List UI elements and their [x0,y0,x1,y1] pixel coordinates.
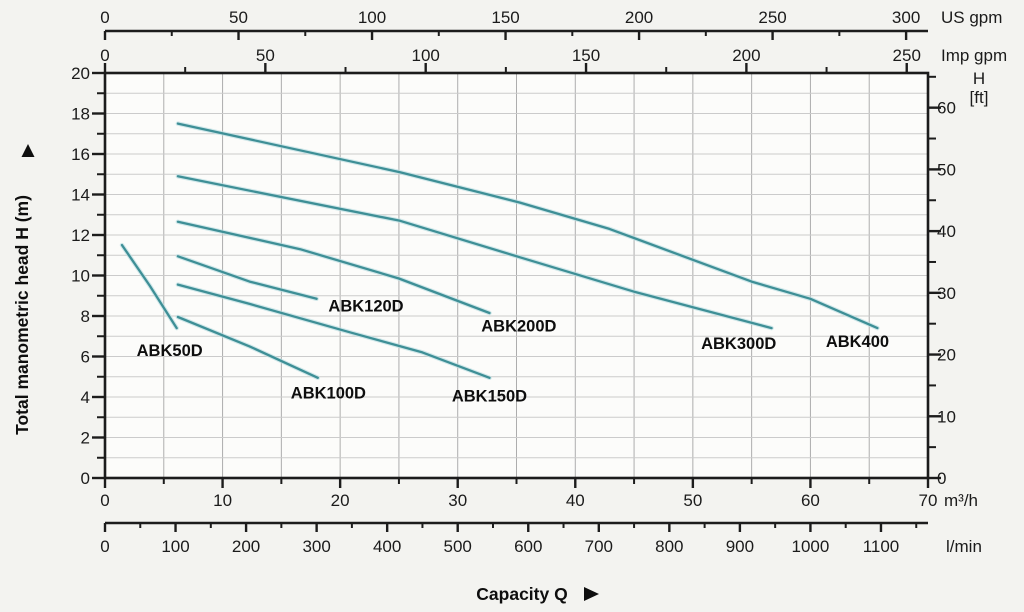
y-axis-title: Total manometric head H (m) [12,195,32,435]
left-axis-tick-label: 2 [81,429,90,448]
right-axis-tick-label: 0 [937,469,946,488]
lmin-tick-label: 100 [161,537,189,556]
imp-gpm-tick-label: 0 [100,46,109,65]
m3h-tick-label: 0 [100,491,109,510]
us-gpm-tick-label: 300 [892,8,920,27]
left-axis-tick-label: 18 [71,105,90,124]
left-axis-tick-label: 14 [71,186,90,205]
m3h-tick-label: 30 [448,491,467,510]
us-gpm-tick-label: 200 [625,8,653,27]
lmin-tick-label: 800 [655,537,683,556]
m3h-tick-label: 60 [801,491,820,510]
left-axis-tick-label: 6 [81,348,90,367]
curve-abk150d [176,283,491,379]
m3h-tick-label: 10 [213,491,232,510]
left-axis-tick-label: 8 [81,307,90,326]
lmin-tick-label: 200 [232,537,260,556]
left-axis-tick-label: 0 [81,469,90,488]
left-axis-tick-label: 16 [71,145,90,164]
m3h-unit-label: m³/h [944,491,978,510]
lmin-tick-label: 400 [373,537,401,556]
curve-label-abk200d: ABK200D [481,318,556,336]
x-axis-title: Capacity Q [476,584,567,604]
right-arrow-icon [584,587,599,601]
curve-label-abk120d: ABK120D [328,297,403,315]
imp-gpm-unit-label: Imp gpm [941,46,1007,65]
curve-label-abk150d: ABK150D [452,387,527,405]
m3h-tick-label: 20 [331,491,350,510]
us-gpm-tick-label: 100 [358,8,386,27]
ft-axis-subtitle: [ft] [970,88,989,107]
ft-axis-title: H [973,69,985,88]
lmin-tick-label: 900 [726,537,754,556]
left-axis-tick-label: 4 [81,388,90,407]
curve-abk400 [176,122,879,330]
imp-gpm-tick-label: 150 [572,46,600,65]
curve-abk100d [176,315,319,379]
left-axis-tick-label: 10 [71,267,90,286]
lmin-tick-label: 500 [444,537,472,556]
m3h-tick-label: 40 [566,491,585,510]
curve-label-abk100d: ABK100D [291,384,366,402]
curve-abk50d [120,243,178,330]
us-gpm-tick-label: 250 [758,8,786,27]
right-axis-tick-label: 60 [937,99,956,118]
right-axis-tick-label: 50 [937,160,956,179]
us-gpm-tick-label: 0 [100,8,109,27]
right-axis-tick-label: 10 [937,407,956,426]
right-axis-tick-label: 30 [937,284,956,303]
us-gpm-tick-label: 150 [491,8,519,27]
curve-abk200d [176,220,491,315]
us-gpm-unit-label: US gpm [941,8,1002,27]
left-axis-tick-label: 12 [71,226,90,245]
right-axis-tick-label: 20 [937,346,956,365]
curve-abk300d [176,175,773,330]
imp-gpm-tick-label: 100 [412,46,440,65]
curve-label-abk50d: ABK50D [137,342,203,360]
lmin-unit-label: l/min [946,537,982,556]
imp-gpm-tick-label: 250 [893,46,921,65]
lmin-tick-label: 600 [514,537,542,556]
curve-label-abk400: ABK400 [826,333,889,351]
imp-gpm-tick-label: 200 [732,46,760,65]
lmin-tick-label: 300 [302,537,330,556]
right-axis-tick-label: 40 [937,222,956,241]
us-gpm-tick-label: 50 [229,8,248,27]
lmin-tick-label: 0 [100,537,109,556]
lmin-tick-label: 700 [585,537,613,556]
up-arrow-icon [21,144,35,157]
imp-gpm-tick-label: 50 [256,46,275,65]
lmin-tick-label: 1100 [863,537,900,556]
curve-label-abk300d: ABK300D [701,335,776,353]
left-axis-tick-label: 20 [71,64,90,83]
m3h-tick-label: 50 [683,491,702,510]
lmin-tick-label: 1000 [792,537,830,556]
curve-abk120d [176,255,318,300]
m3h-tick-label: 70 [919,491,938,510]
